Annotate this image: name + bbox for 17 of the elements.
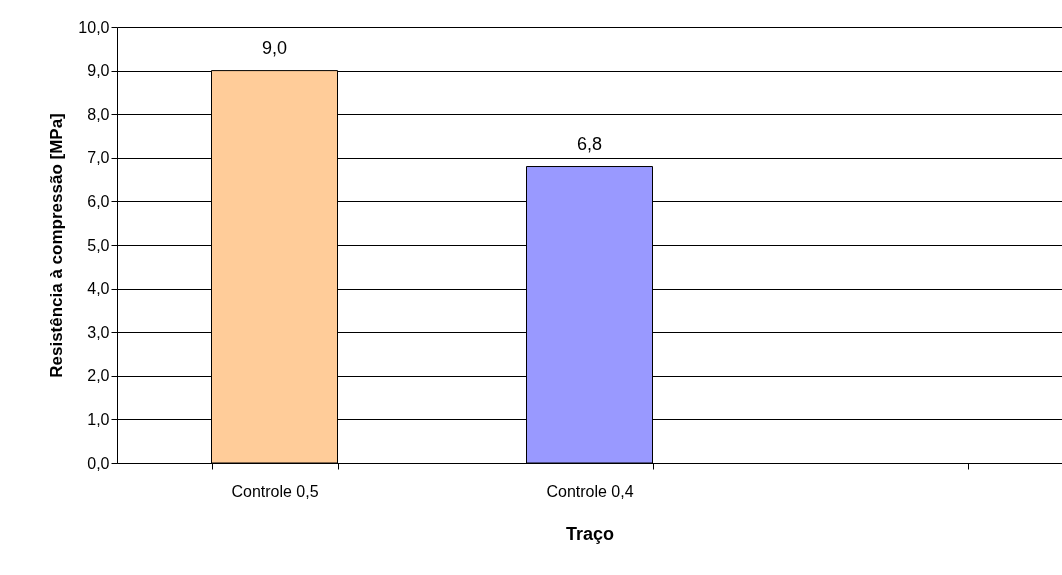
y-tick-label: 6,0 bbox=[87, 192, 110, 210]
y-tick-label: 7,0 bbox=[87, 149, 110, 167]
y-tick-label: 10,0 bbox=[78, 18, 110, 36]
y-tick-label: 1,0 bbox=[87, 410, 110, 428]
x-axis-title: Traço bbox=[565, 523, 615, 544]
y-tick-label: 3,0 bbox=[87, 323, 110, 341]
y-tick-label: 2,0 bbox=[87, 367, 110, 385]
y-tick-label: 5,0 bbox=[87, 236, 110, 254]
y-tick-label: 9,0 bbox=[87, 62, 110, 80]
y-tick-label: 0,0 bbox=[87, 454, 110, 472]
y-tick-label: 4,0 bbox=[87, 280, 110, 298]
y-tick-label: 8,0 bbox=[87, 105, 110, 123]
data-label: 6,8 bbox=[576, 133, 603, 154]
x-tick-label: Controle 0,5 bbox=[231, 482, 319, 500]
y-axis-title: Resistência à compressão [MPa] bbox=[47, 113, 67, 378]
data-label: 9,0 bbox=[261, 37, 288, 58]
x-tick-label: Controle 0,4 bbox=[546, 482, 634, 500]
